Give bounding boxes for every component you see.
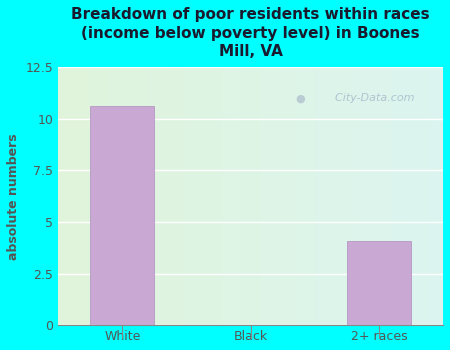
Text: City-Data.com: City-Data.com xyxy=(328,93,414,103)
Bar xyxy=(347,240,411,325)
Title: Breakdown of poor residents within races
(income below poverty level) in Boones
: Breakdown of poor residents within races… xyxy=(71,7,430,59)
Y-axis label: absolute numbers: absolute numbers xyxy=(7,133,20,260)
Text: ●: ● xyxy=(296,93,306,103)
Bar xyxy=(90,106,154,325)
